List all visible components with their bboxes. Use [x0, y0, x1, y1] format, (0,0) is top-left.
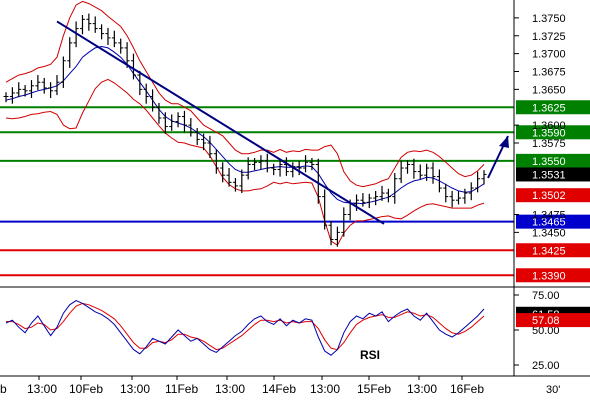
rsi-line — [5, 300, 485, 356]
x-tick-label-5: 13:00 — [215, 382, 245, 396]
trendline-group — [56, 20, 509, 225]
rsi-tick-label-0: 25.00 — [532, 360, 560, 372]
rsi-panel: RSI 25.00 50.00 75.00 61.5857.08 — [5, 290, 590, 372]
rsi-signal-line — [6, 302, 485, 351]
level-tags: 1.3625 1.3590 1.3550 1.3465 1.3425 1.3390 — [516, 100, 590, 283]
level-tag-label-3: 1.3465 — [532, 217, 566, 229]
price-tick-label-6: 1.3700 — [532, 49, 566, 61]
x-tick-label-4: 11Feb — [165, 382, 198, 396]
level-tag-bg-4 — [516, 243, 590, 258]
x-tick-label-0: b — [0, 382, 7, 396]
x-tick-label-3: 13:00 — [120, 382, 150, 396]
level-tag-bg-0 — [516, 100, 590, 115]
price-tick-label-1: 1.3475 — [532, 210, 566, 222]
marker-tag-label-1: 1.3502 — [532, 190, 566, 202]
rsi-tick-label-1: 50.00 — [532, 325, 560, 337]
rsi-readout-bg-1 — [516, 313, 590, 328]
x-tick-label-1: 13:00 — [27, 382, 57, 396]
price-tick-label-3: 1.3600 — [532, 120, 566, 132]
level-tag-label-4: 1.3425 — [532, 245, 566, 257]
x-axis: b 13:00 10Feb 13:00 11Feb 13:00 14Feb 13:00 15Fe… — [0, 375, 590, 396]
x-tick-label-2: 10Feb — [69, 382, 103, 396]
x-tick-label-9: 13:00 — [407, 382, 437, 396]
bollinger-bands — [5, 0, 485, 246]
timeframe-label: 30' — [546, 384, 560, 396]
x-tick-label-10: 16Feb — [450, 382, 484, 396]
rsi-readout-label-1: 57.08 — [532, 315, 560, 327]
band-lower-line — [5, 78, 485, 246]
projection-arrow-head — [499, 136, 509, 148]
level-tag-label-2: 1.3550 — [532, 156, 566, 168]
level-tag-bg-2 — [516, 153, 590, 168]
level-tag-bg-5 — [516, 268, 590, 283]
price-tick-label-8: 1.3750 — [532, 13, 566, 25]
rsi-axis-ticks: 25.00 50.00 75.00 — [514, 290, 560, 372]
price-tick-label-0: 1.3450 — [532, 227, 566, 239]
marker-tag-label-0: 1.3531 — [532, 169, 566, 181]
level-tag-label-5: 1.3390 — [532, 270, 566, 282]
price-tick-label-2: 1.3575 — [532, 138, 566, 150]
band-upper-line — [5, 0, 485, 188]
level-tag-label-1: 1.3590 — [532, 127, 566, 139]
price-tick-label-4: 1.3650 — [532, 84, 566, 96]
moving-average-line — [5, 45, 485, 205]
price-panel: 1.3625 1.3590 1.3550 1.3465 1.3425 1.3390 1.3… — [0, 0, 590, 376]
price-markers: 1.3531 1.3502 — [516, 167, 590, 203]
marker-tag-bg-0 — [516, 167, 590, 182]
price-axis-ticks: 1.3450 1.3475 1.3575 1.3600 1.3650 1.3675 1.37… — [514, 13, 566, 239]
rsi-title: RSI — [360, 348, 380, 362]
x-tick-label-6: 14Feb — [262, 382, 296, 396]
price-bars — [3, 13, 487, 247]
price-tick-label-7: 1.3725 — [532, 31, 566, 43]
trendline — [56, 20, 385, 225]
x-tick-label-7: 13:00 — [310, 382, 340, 396]
rsi-readouts: 61.5857.08 — [516, 306, 590, 328]
rsi-tick-label-2: 75.00 — [532, 290, 560, 302]
price-tick-label-5: 1.3675 — [532, 67, 566, 79]
level-tag-label-0: 1.3625 — [532, 102, 566, 114]
level-lines — [0, 106, 514, 277]
x-tick-label-8: 15Feb — [357, 382, 391, 396]
level-tag-bg-1 — [516, 125, 590, 140]
marker-tag-bg-1 — [516, 188, 590, 203]
rsi-lines — [5, 300, 485, 356]
level-tag-bg-3 — [516, 214, 590, 229]
